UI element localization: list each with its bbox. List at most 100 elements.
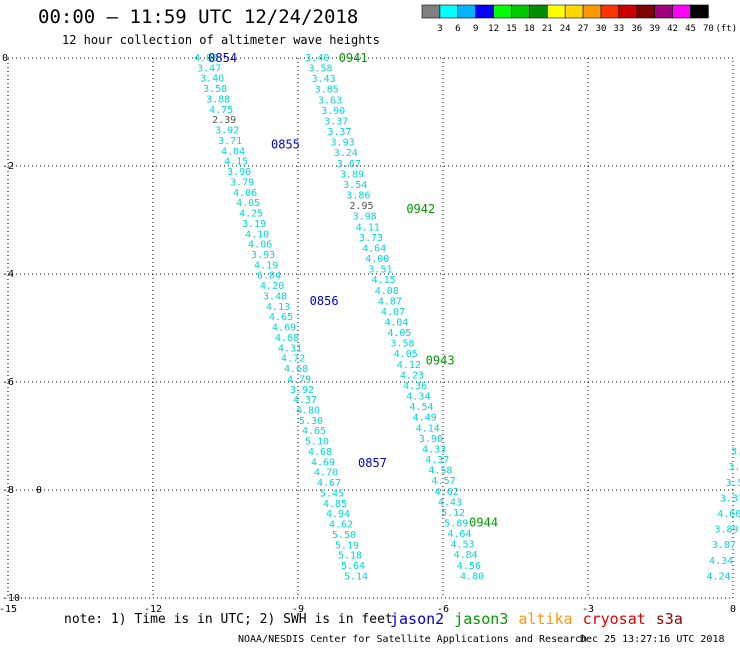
wave-height-value: 3.90 (419, 434, 443, 445)
wave-height-value: 3.87 (712, 540, 736, 551)
legend-label: 15 (506, 24, 517, 34)
wave-height-value: 3.47 (197, 63, 221, 74)
wave-height-value: 3.51 (368, 265, 392, 276)
wave-height-value: 4.06 (233, 188, 257, 199)
generated-timestamp: Dec 25 13:27:16 UTC 2018 (580, 634, 725, 645)
pass-time-label: 0942 (406, 202, 435, 216)
wave-height-value: 6.84 (257, 271, 281, 282)
wave-height-value: 3.92 (215, 126, 239, 137)
wave-height-value: 4.43 (438, 497, 462, 508)
wave-height-value: 4.67 (317, 478, 341, 489)
wave-height-value: 4.65 (302, 426, 326, 437)
wave-height-value: 4.53 (450, 540, 474, 551)
legend-label: 12 (488, 24, 499, 34)
legend-label: 24 (560, 24, 571, 34)
wave-height-value: 4.57 (432, 476, 456, 487)
wave-height-value: 3.37 (324, 116, 348, 127)
wave-height-value: 4.64 (447, 529, 471, 540)
legend-label: 27 (578, 24, 589, 34)
wave-height-value: 4.80 (460, 571, 484, 582)
legend-label: 3 (437, 24, 442, 34)
wave-height-value: 2.95 (349, 201, 373, 212)
satellite-jason3-label: jason3 (454, 610, 509, 628)
units-note: note: 1) Time is in UTC; 2) SWH is in fe… (64, 612, 393, 627)
wave-height-value: 4.65 (269, 312, 293, 323)
wave-height-value: 4.05 (394, 349, 418, 360)
legend-label: 6 (455, 24, 460, 34)
wave-height-value: 4.36 (403, 381, 427, 392)
wave-height-value: 3.19 (242, 219, 266, 230)
wave-height-value: 3.48 (263, 291, 287, 302)
wave-height-value: 4.68 (275, 333, 299, 344)
color-legend: 3 6 9 12 15 18 21 24 27 30 33 36 39 42 45 70 (ft) (421, 4, 737, 34)
wave-height-value: 5.19 (335, 540, 359, 551)
wave-height-value: 4.05 (387, 328, 411, 339)
wave-height-value: 5.45 (320, 488, 344, 499)
wave-height-value: 4.33 (422, 444, 446, 455)
wave-height-value: 4.75 (209, 105, 233, 116)
page-subtitle: 12 hour collection of altimeter wave hei… (62, 33, 380, 47)
wave-height-value: 3.40 (305, 53, 329, 64)
wave-height-value: 4.85 (323, 499, 347, 510)
wave-height-value: 4.24 (706, 571, 730, 582)
wave-height-value: 4.80 (296, 406, 320, 417)
legend-swatch (690, 4, 709, 19)
wave-height-value: 3.92 (290, 385, 314, 396)
pass-time-label: 0855 (271, 137, 300, 151)
credit-text: NOAA/NESDIS Center for Satellite Applica… (238, 634, 588, 645)
wave-height-value: 4.37 (293, 395, 317, 406)
wave-height-value: 3.71 (218, 136, 242, 147)
wave-height-value: 4.72 (281, 354, 305, 365)
page-title: 00:00 – 11:59 UTC 12/24/2018 (38, 6, 359, 28)
wave-height-value: 5.64 (341, 561, 365, 572)
x-tick-label: -12 (144, 604, 162, 615)
wave-height-value: 4.19 (254, 260, 278, 271)
legend-label: 42 (667, 24, 678, 34)
wave-height-value: 3.24 (334, 148, 358, 159)
satellite-s3a-label: s3a (655, 610, 683, 628)
wave-height-value: 3.63 (318, 95, 342, 106)
wave-height-value: 4.34 (406, 392, 430, 403)
y-tick-label: -2 (2, 161, 14, 172)
wave-height-value: 3.89 (340, 169, 364, 180)
legend-label: 36 (631, 24, 642, 34)
wave-height-value: 4.79 (287, 374, 311, 385)
pass-time-label: 0943 (426, 353, 455, 367)
y-tick-label: -10 (2, 593, 20, 604)
wave-height-value: 4.68 (284, 364, 308, 375)
x-tick-label: -6 (437, 604, 449, 615)
satellite-jason2-label: jason2 (390, 610, 445, 628)
wave-height-value: 4.37 (425, 455, 449, 466)
wave-height-value: 4.64 (362, 243, 386, 254)
legend-label: 45 (685, 24, 696, 34)
wave-height-value: 3.43 (312, 74, 336, 85)
pass-time-label: 0854 (208, 51, 237, 65)
pass-time-label: 0857 (358, 456, 387, 470)
wave-height-value: 4.25 (239, 209, 263, 220)
wave-height-value: 4.56 (457, 561, 481, 572)
wave-height-value: 4.08 (375, 286, 399, 297)
legend-label: 70 (703, 24, 714, 34)
legend-label: 30 (596, 24, 607, 34)
wave-height-value: 3.85 (315, 85, 339, 96)
wave-height-value: 3.90 (321, 106, 345, 117)
wave-height-value: 3.98 (353, 212, 377, 223)
y-tick-label: 0 (2, 53, 8, 64)
wave-height-value: 4.08 (194, 53, 218, 64)
legend-label: 39 (649, 24, 660, 34)
wave-height-value: 4.60 (717, 509, 740, 520)
plot-frame (7, 57, 734, 599)
wave-height-value: 3.86 (346, 191, 370, 202)
wave-height-value: 3.90 (227, 167, 251, 178)
wave-height-value: 5.89 (444, 519, 468, 530)
wave-height-value: 4.87 (378, 296, 402, 307)
wave-height-value: 4.94 (326, 509, 350, 520)
wave-height-value: 4.31 (278, 343, 302, 354)
wave-height-value: 4.68 (308, 447, 332, 458)
wave-height-value: 3.40 (200, 74, 224, 85)
legend-label: 18 (524, 24, 535, 34)
wave-height-value: 3.5 (726, 478, 740, 489)
wave-height-value: 3.4 (731, 447, 740, 458)
wave-height-value: 3.89 (715, 525, 739, 536)
